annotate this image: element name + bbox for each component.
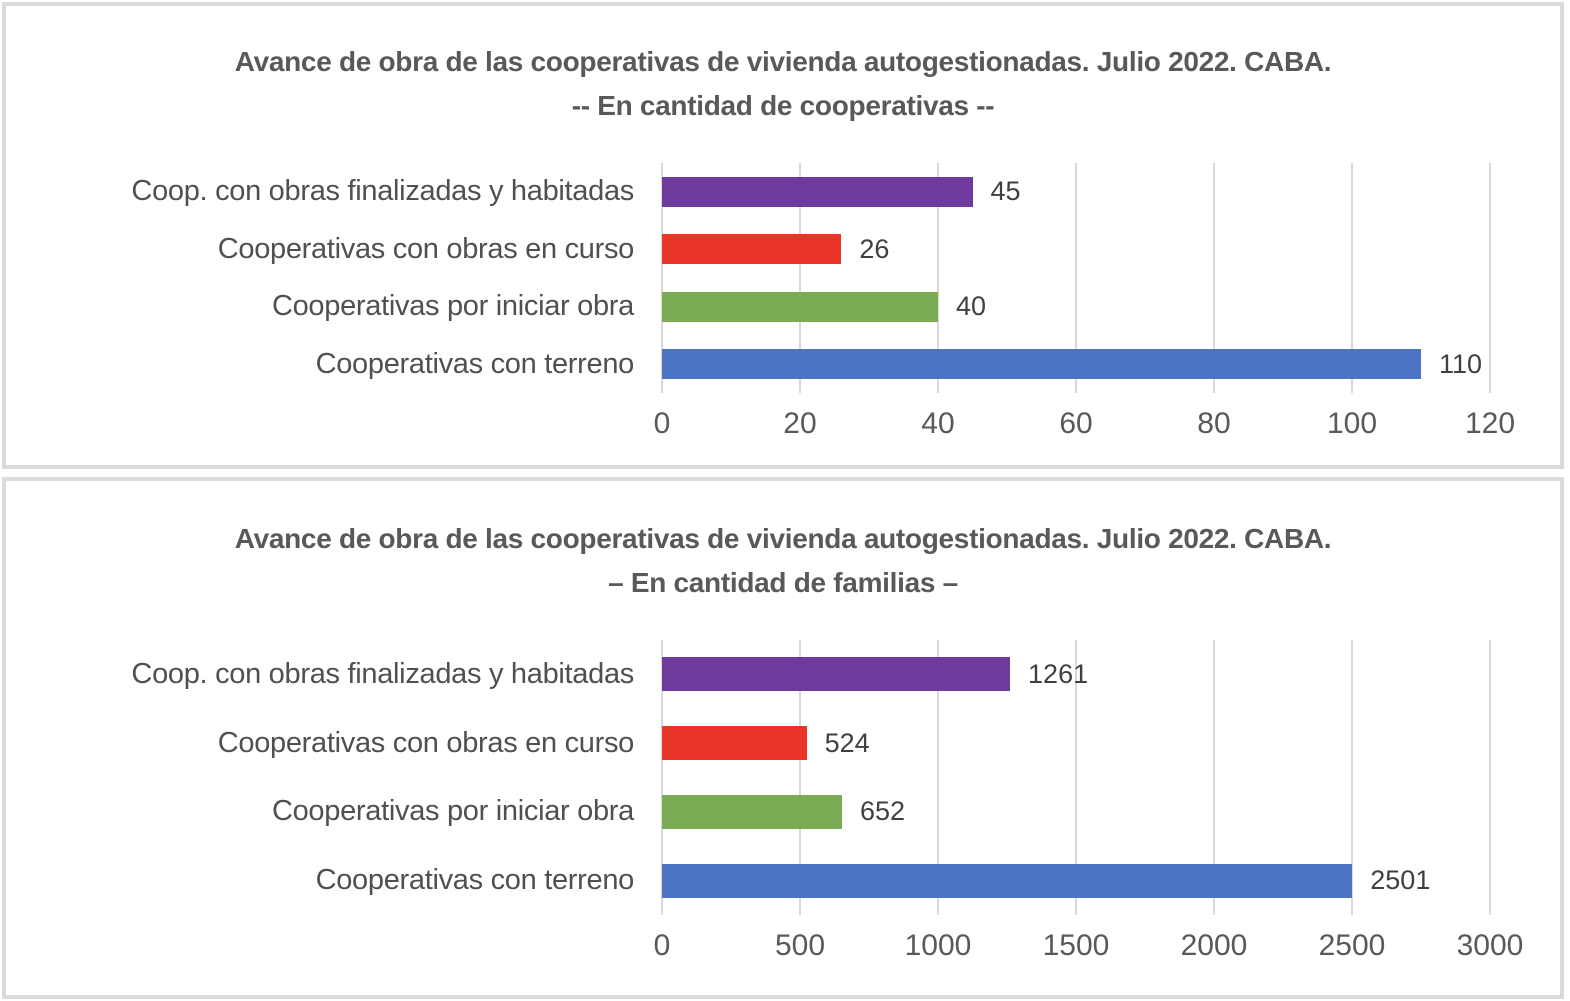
bar-row: 45 <box>662 163 1490 221</box>
bar-value-label: 2501 <box>1370 865 1431 896</box>
x-axis: 0 20 40 60 80 100 120 <box>654 393 1515 453</box>
bar <box>662 291 938 322</box>
gridline <box>798 640 801 915</box>
gridline <box>1351 163 1353 393</box>
plot-area: 45 26 40 110 <box>661 163 1491 393</box>
gridline <box>1351 640 1353 915</box>
bar-value-label: 1261 <box>1028 658 1089 689</box>
bar-row: 652 <box>662 778 1490 847</box>
chart-body: Coop. con obras finalizadas y habitadas C… <box>6 163 1560 393</box>
bar-row: 2501 <box>662 846 1490 915</box>
x-tick-label: 120 <box>1464 407 1516 440</box>
x-tick-label: 3000 <box>1456 929 1524 962</box>
gridline <box>661 163 663 393</box>
chart-subtitle: -- En cantidad de cooperativas -- <box>571 90 995 121</box>
gridline <box>936 163 939 393</box>
gridline <box>798 163 801 393</box>
bar-value-label: 40 <box>955 291 987 322</box>
category-label: Cooperativas con obras en curso <box>217 726 635 759</box>
gridline <box>661 640 663 915</box>
x-axis: 0 500 1000 1500 2000 2500 3000 <box>654 915 1524 975</box>
gridline <box>1212 163 1215 393</box>
bars-layer: 45 26 40 110 <box>662 163 1490 393</box>
category-label: Cooperativas con terreno <box>315 347 635 380</box>
bar-value-label: 652 <box>859 796 905 827</box>
bar <box>662 234 842 265</box>
bar <box>662 726 807 761</box>
x-tick-label: 20 <box>783 407 817 440</box>
x-tick-label: 0 <box>653 407 671 440</box>
x-tick-label: 1500 <box>1042 929 1110 962</box>
gridlines-layer <box>661 640 1491 915</box>
chart-title: Avance de obra de las cooperativas de vi… <box>234 523 1332 554</box>
bar-row: 26 <box>662 221 1490 279</box>
chart-title-block: Avance de obra de las cooperativas de vi… <box>6 517 1560 605</box>
bar-value-label: 110 <box>1439 348 1483 379</box>
gridline <box>1212 640 1215 915</box>
category-label: Cooperativas con obras en curso <box>217 232 635 265</box>
gridline <box>1075 163 1077 393</box>
chart-title-block: Avance de obra de las cooperativas de vi… <box>6 40 1560 128</box>
bar <box>662 176 973 207</box>
x-tick-label: 60 <box>1059 407 1093 440</box>
category-label: Coop. con obras finalizadas y habitadas <box>131 657 634 690</box>
category-label: Coop. con obras finalizadas y habitadas <box>131 175 634 208</box>
gridline <box>1075 640 1077 915</box>
bar-value-label: 45 <box>990 176 1021 207</box>
x-tick-label: 500 <box>774 929 826 962</box>
coops-chart-panel: Avance de obra de las cooperativas de vi… <box>2 2 1564 469</box>
category-label: Cooperativas con terreno <box>315 864 635 897</box>
x-tick-label: 2500 <box>1318 929 1386 962</box>
bar-value-label: 26 <box>859 233 890 264</box>
bar <box>662 863 1353 898</box>
bar-row: 524 <box>662 709 1490 778</box>
category-axis: Coop. con obras finalizadas y habitadas C… <box>6 163 662 393</box>
chart-subtitle: – En cantidad de familias – <box>608 567 958 598</box>
bar-value-label: 524 <box>824 727 870 758</box>
gridlines-layer <box>661 163 1491 393</box>
x-tick-label: 0 <box>653 929 671 962</box>
plot-area: 1261 524 652 2501 <box>661 640 1491 915</box>
chart-title: Avance de obra de las cooperativas de vi… <box>234 46 1332 77</box>
bar <box>662 349 1421 380</box>
bar-row: 110 <box>662 336 1490 394</box>
category-axis: Coop. con obras finalizadas y habitadas C… <box>6 640 662 915</box>
gridline <box>1489 640 1491 915</box>
bar <box>662 794 842 829</box>
bar-row: 1261 <box>662 640 1490 709</box>
x-tick-label: 80 <box>1197 407 1231 440</box>
x-tick-label: 1000 <box>904 929 972 962</box>
category-label: Cooperativas por iniciar obra <box>271 290 634 323</box>
gridline <box>1489 163 1491 393</box>
x-tick-label: 2000 <box>1180 929 1248 962</box>
x-tick-label: 40 <box>921 407 955 440</box>
bar-row: 40 <box>662 278 1490 336</box>
gridline <box>936 640 939 915</box>
bars-layer: 1261 524 652 2501 <box>662 640 1490 915</box>
x-tick-label: 100 <box>1326 407 1378 440</box>
category-label: Cooperativas por iniciar obra <box>271 795 634 828</box>
chart-body: Coop. con obras finalizadas y habitadas C… <box>6 640 1560 915</box>
familias-chart-panel: Avance de obra de las cooperativas de vi… <box>2 477 1564 999</box>
bar <box>662 657 1011 692</box>
